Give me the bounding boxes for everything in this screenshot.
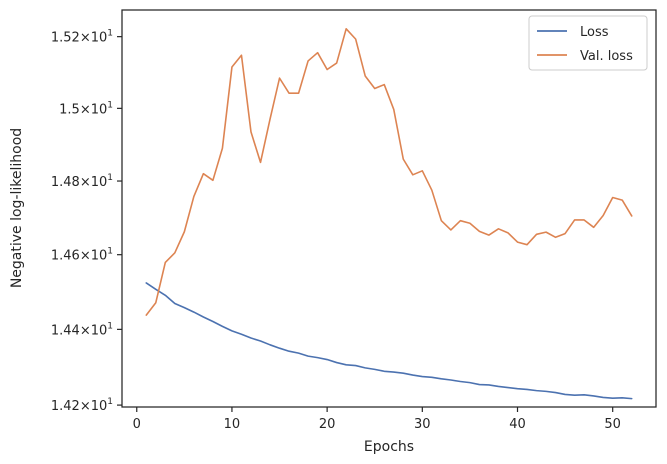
y-tick-times: × <box>80 399 91 414</box>
x-tick-label: 0 <box>133 417 141 432</box>
y-axis-label: Negative log-likelihood <box>9 128 25 288</box>
y-tick-exponent: 1 <box>107 29 113 39</box>
y-tick-label: 1.42×101 <box>51 397 113 414</box>
y-tick-times: × <box>80 31 91 46</box>
y-tick-base: 10 <box>91 249 108 264</box>
x-tick-label: 10 <box>224 417 241 432</box>
y-tick-base: 10 <box>91 175 108 190</box>
plot-frame <box>121 9 657 408</box>
y-axis: 1.42×1011.44×1011.46×1011.48×1011.5×1011… <box>51 29 122 414</box>
y-tick-exponent: 1 <box>107 397 113 407</box>
y-tick-exponent: 1 <box>107 100 113 110</box>
x-axis: 0 10 20 30 40 50 <box>133 407 621 432</box>
y-tick-label: 1.5×101 <box>59 100 113 117</box>
y-tick-mantissa: 1.46 <box>51 249 80 264</box>
x-axis-label: Epochs <box>364 439 414 455</box>
series-line-0 <box>145 282 633 400</box>
y-tick-label: 1.44×101 <box>51 321 113 338</box>
legend: Loss Val. loss <box>528 15 648 71</box>
legend-label-1: Val. loss <box>580 49 633 64</box>
y-tick-times: × <box>80 323 91 338</box>
y-tick-label: 1.48×101 <box>51 173 113 190</box>
x-tick-label: 20 <box>319 417 336 432</box>
series-layer <box>145 28 633 400</box>
y-tick-mantissa: 1.44 <box>51 323 80 338</box>
x-tick-label: 40 <box>509 417 526 432</box>
y-tick-exponent: 1 <box>107 247 113 257</box>
y-tick-base: 10 <box>91 399 108 414</box>
y-tick-mantissa: 1.5 <box>59 102 80 117</box>
y-tick-mantissa: 1.48 <box>51 175 80 190</box>
y-tick-times: × <box>80 249 91 264</box>
x-tick-label: 30 <box>414 417 431 432</box>
series-line-1 <box>145 28 633 316</box>
y-tick-base: 10 <box>91 31 108 46</box>
y-tick-mantissa: 1.42 <box>51 399 80 414</box>
y-tick-exponent: 1 <box>107 173 113 183</box>
y-tick-mantissa: 1.52 <box>51 31 80 46</box>
y-tick-times: × <box>80 175 91 190</box>
y-tick-label: 1.46×101 <box>51 247 113 264</box>
legend-label-0: Loss <box>580 25 609 40</box>
x-tick-label: 50 <box>604 417 621 432</box>
legend-box <box>528 15 648 71</box>
y-tick-base: 10 <box>91 102 108 117</box>
y-tick-base: 10 <box>91 323 108 338</box>
y-tick-label: 1.52×101 <box>51 29 113 46</box>
y-tick-exponent: 1 <box>107 321 113 331</box>
y-tick-times: × <box>80 102 91 117</box>
